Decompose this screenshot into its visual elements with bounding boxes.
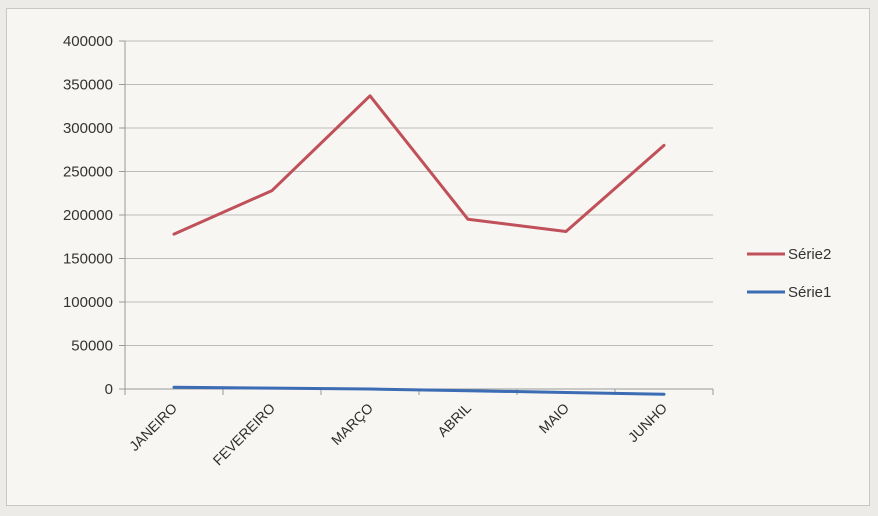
legend-label: Série1 bbox=[788, 284, 831, 301]
y-tick-label: 0 bbox=[105, 381, 113, 398]
y-tick-label: 200000 bbox=[63, 207, 113, 224]
x-tick-label: JUNHO bbox=[625, 400, 670, 445]
y-tick-label: 300000 bbox=[63, 120, 113, 137]
y-tick-label: 350000 bbox=[63, 77, 113, 94]
line-chart: 400000 350000 300000 250000 200000 150000 1000… bbox=[63, 33, 831, 469]
x-tick-label: MAIO bbox=[536, 400, 573, 437]
y-tick-label: 150000 bbox=[63, 251, 113, 268]
legend-label: Série2 bbox=[788, 246, 831, 263]
series-lines bbox=[172, 94, 666, 396]
y-tick-label: 50000 bbox=[71, 338, 113, 355]
gridlines bbox=[119, 40, 713, 390]
legend: Série2 Série1 bbox=[747, 246, 831, 301]
x-axis-tick-labels: JANEIRO FEVEREIRO MARÇO ABRIL MAIO JUNHO bbox=[126, 400, 670, 469]
series-line bbox=[172, 94, 666, 236]
chart-frame: 400000 350000 300000 250000 200000 150000 1000… bbox=[6, 8, 870, 506]
y-tick-label: 250000 bbox=[63, 164, 113, 181]
y-tick-label: 400000 bbox=[63, 33, 113, 50]
x-tick-label: ABRIL bbox=[434, 400, 474, 440]
x-tick-label: MARÇO bbox=[328, 400, 376, 448]
y-tick-label: 100000 bbox=[63, 294, 113, 311]
x-tick-label: JANEIRO bbox=[126, 400, 180, 454]
y-axis-tick-labels: 400000 350000 300000 250000 200000 150000 1000… bbox=[63, 33, 113, 398]
series-line bbox=[172, 385, 666, 396]
x-tick-label: FEVEREIRO bbox=[210, 400, 279, 469]
